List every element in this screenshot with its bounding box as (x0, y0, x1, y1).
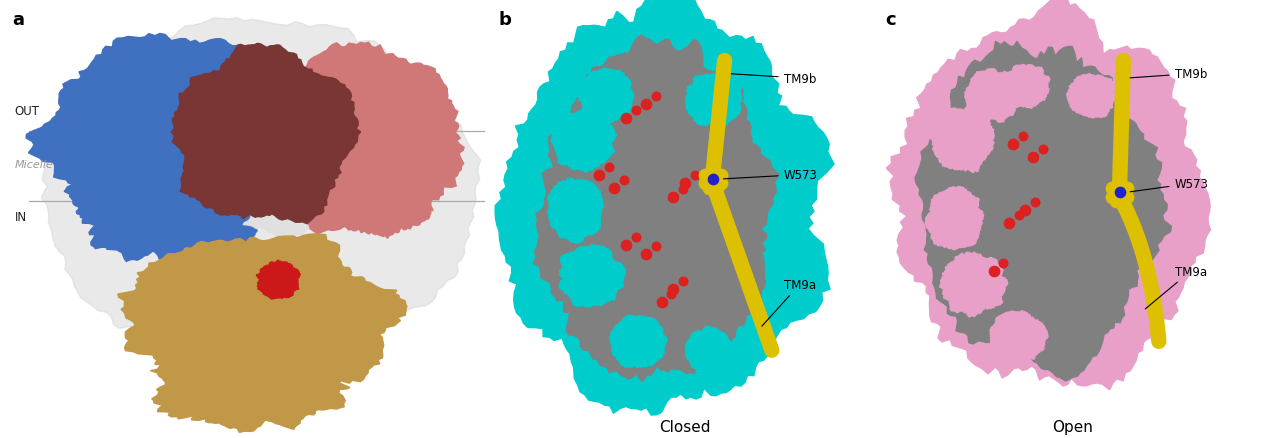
Point (675, 180, 695, 187)
Point (699, 185, 720, 192)
Point (983, 268, 1004, 275)
Point (664, 286, 684, 293)
Polygon shape (151, 322, 350, 432)
Point (1003, 141, 1023, 148)
Polygon shape (241, 43, 464, 234)
Polygon shape (925, 187, 983, 250)
Point (1101, 185, 1122, 192)
Point (707, 185, 727, 192)
Point (1109, 189, 1129, 196)
Point (646, 243, 666, 250)
Point (673, 186, 693, 193)
Point (999, 220, 1019, 227)
Point (617, 115, 636, 122)
Point (1023, 154, 1043, 161)
Text: c: c (886, 11, 896, 29)
Point (695, 172, 716, 179)
Polygon shape (1067, 74, 1117, 119)
Point (664, 194, 684, 201)
Point (703, 176, 723, 183)
Point (685, 173, 706, 180)
Polygon shape (533, 36, 779, 382)
Text: W573: W573 (723, 169, 817, 182)
Polygon shape (685, 74, 742, 128)
Point (1105, 198, 1126, 205)
Point (626, 107, 646, 114)
Text: Micelle: Micelle (15, 159, 53, 169)
Polygon shape (154, 202, 256, 283)
Polygon shape (1000, 65, 1049, 109)
Point (617, 242, 636, 249)
Polygon shape (558, 245, 626, 307)
Point (1015, 207, 1036, 214)
Text: TM9a: TM9a (761, 278, 816, 326)
Point (1113, 198, 1133, 205)
Point (661, 291, 681, 298)
Point (1009, 212, 1029, 219)
Polygon shape (118, 234, 407, 401)
Point (695, 180, 716, 187)
Point (614, 177, 634, 184)
Text: Closed: Closed (660, 419, 711, 434)
Point (599, 164, 619, 171)
Point (636, 251, 656, 258)
Text: W573: W573 (1131, 177, 1208, 192)
Point (994, 260, 1014, 267)
Polygon shape (42, 18, 481, 363)
Text: TM9b: TM9b (1131, 68, 1207, 81)
Text: TM9a: TM9a (1145, 265, 1207, 309)
Polygon shape (939, 253, 1008, 317)
Point (604, 185, 624, 192)
Text: OUT: OUT (15, 105, 39, 118)
Polygon shape (168, 82, 364, 238)
Point (636, 102, 656, 109)
Text: b: b (499, 11, 511, 29)
Text: Open: Open (1052, 419, 1093, 434)
Polygon shape (324, 128, 438, 239)
Polygon shape (548, 179, 604, 244)
Polygon shape (65, 138, 251, 265)
Polygon shape (685, 326, 733, 372)
Polygon shape (171, 44, 360, 224)
Polygon shape (495, 0, 834, 415)
Polygon shape (915, 42, 1171, 381)
Point (1117, 194, 1137, 201)
Polygon shape (551, 109, 617, 173)
Polygon shape (886, 0, 1211, 390)
Point (711, 172, 731, 179)
Point (1025, 199, 1046, 206)
Point (1101, 194, 1122, 201)
Point (1033, 146, 1053, 153)
Text: TM9b: TM9b (731, 72, 816, 85)
Text: IN: IN (15, 210, 27, 223)
Polygon shape (609, 315, 667, 368)
Point (626, 234, 646, 241)
Point (1013, 133, 1033, 140)
Polygon shape (964, 70, 1022, 123)
Polygon shape (27, 34, 341, 230)
Point (646, 94, 666, 101)
Point (711, 180, 731, 187)
Point (1117, 185, 1137, 192)
Point (589, 172, 609, 179)
Polygon shape (990, 311, 1048, 365)
Polygon shape (579, 69, 633, 124)
Polygon shape (929, 108, 995, 173)
Point (651, 299, 671, 306)
Point (703, 176, 723, 183)
Point (1109, 189, 1129, 196)
Polygon shape (256, 261, 301, 299)
Point (673, 278, 693, 285)
Text: a: a (13, 11, 24, 29)
